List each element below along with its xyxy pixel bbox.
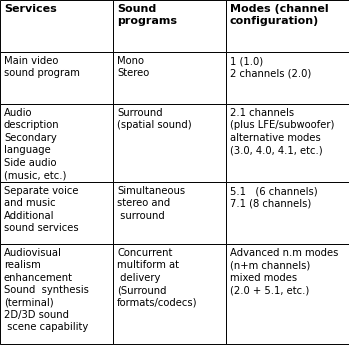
Bar bbox=[0, 104, 113, 182]
Text: Services: Services bbox=[4, 4, 57, 14]
Text: Simultaneous
stereo and
 surround: Simultaneous stereo and surround bbox=[117, 186, 185, 221]
Bar bbox=[0, 244, 113, 344]
Bar bbox=[0, 52, 113, 104]
Text: Main video
sound program: Main video sound program bbox=[4, 56, 80, 78]
Text: Audio
description
Secondary
language
Side audio
(music, etc.): Audio description Secondary language Sid… bbox=[4, 108, 66, 180]
Text: 1 (1.0)
2 channels (2.0): 1 (1.0) 2 channels (2.0) bbox=[230, 56, 311, 78]
Bar bbox=[226, 104, 349, 182]
Text: 2.1 channels
(plus LFE/subwoofer)
alternative modes
(3.0, 4.0, 4.1, etc.): 2.1 channels (plus LFE/subwoofer) altern… bbox=[230, 108, 334, 155]
Bar bbox=[0, 0, 113, 52]
Bar bbox=[113, 104, 226, 182]
Text: Mono
Stereo: Mono Stereo bbox=[117, 56, 149, 78]
Text: Sound
programs: Sound programs bbox=[117, 4, 177, 27]
Bar bbox=[0, 182, 113, 244]
Text: Surround
(spatial sound): Surround (spatial sound) bbox=[117, 108, 192, 130]
Text: Advanced n.m modes
(n+m channels)
mixed modes
(2.0 + 5.1, etc.): Advanced n.m modes (n+m channels) mixed … bbox=[230, 248, 339, 295]
Bar bbox=[226, 182, 349, 244]
Text: Audiovisual
realism
enhancement
Sound  synthesis
(terminal)
2D/3D sound
 scene c: Audiovisual realism enhancement Sound sy… bbox=[4, 248, 89, 332]
Bar bbox=[226, 0, 349, 52]
Text: Concurrent
multiform at
 delivery
(Surround
formats/codecs): Concurrent multiform at delivery (Surrou… bbox=[117, 248, 198, 308]
Text: Separate voice
and music
Additional
sound services: Separate voice and music Additional soun… bbox=[4, 186, 79, 233]
Bar bbox=[113, 0, 226, 52]
Bar bbox=[226, 52, 349, 104]
Bar bbox=[113, 52, 226, 104]
Text: Modes (channel
configuration): Modes (channel configuration) bbox=[230, 4, 329, 27]
Bar bbox=[113, 182, 226, 244]
Bar bbox=[226, 244, 349, 344]
Bar bbox=[113, 244, 226, 344]
Text: 5.1   (6 channels)
7.1 (8 channels): 5.1 (6 channels) 7.1 (8 channels) bbox=[230, 186, 318, 209]
